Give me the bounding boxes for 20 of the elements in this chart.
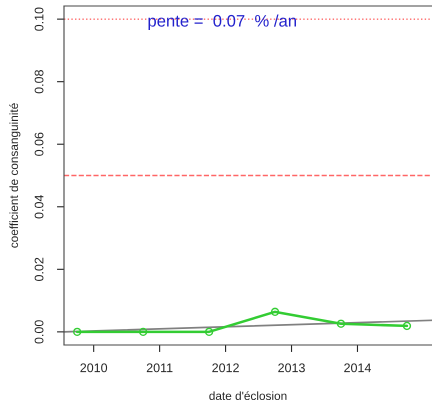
point: [270, 308, 280, 316]
x-tick-label: 2011: [146, 363, 172, 372]
x-axis-title: date d'éclosion: [209, 391, 286, 400]
x-tick-label: 2013: [278, 363, 305, 372]
y-tick-label: 0.10: [34, 7, 44, 31]
x-tick-label: 2010: [80, 363, 108, 372]
point: [204, 328, 214, 336]
point: [138, 328, 148, 336]
point: [336, 320, 346, 328]
y-tick-label: 0.02: [34, 258, 44, 281]
point: [402, 322, 412, 330]
y-tick-label: 0.08: [34, 70, 44, 94]
x-tick-label: 2014: [344, 363, 372, 372]
y-axis-title: coefficient de consanguinité: [9, 103, 20, 248]
y-tick-label: 0.06: [34, 132, 44, 156]
y-tick-label: 0.00: [34, 320, 44, 344]
point: [73, 328, 82, 336]
annotation: pente = 0.07 % /an: [148, 14, 296, 30]
x-tick-label: 2012: [212, 363, 239, 372]
y-tick-label: 0.04: [34, 194, 44, 218]
